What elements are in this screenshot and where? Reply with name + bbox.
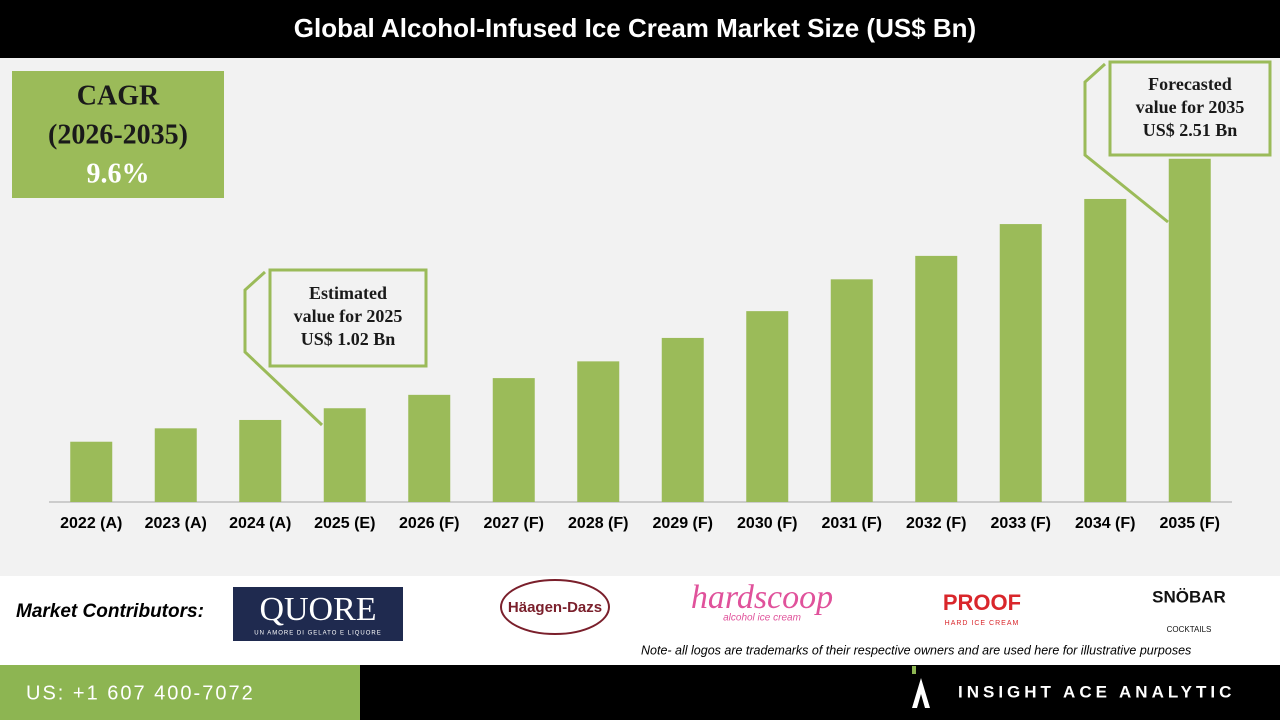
x-tick-label: 2023 (A)	[145, 515, 207, 532]
callout-text: Forecasted	[1148, 74, 1232, 94]
x-tick-label: 2024 (A)	[229, 515, 291, 532]
bar	[830, 279, 873, 502]
title-bar	[0, 0, 1280, 58]
callout-2035	[1083, 60, 1272, 224]
x-tick-label: 2031 (F)	[822, 515, 882, 532]
callout-text: Estimated	[309, 283, 387, 303]
cagr-box	[12, 71, 224, 198]
logo-tagline: alcohol ice cream	[723, 613, 801, 624]
bar	[239, 419, 282, 502]
cagr-value: 9.6%	[87, 158, 150, 189]
callout-pointer	[1083, 62, 1169, 224]
bar	[661, 337, 704, 502]
x-tick-label: 2030 (F)	[737, 515, 797, 532]
x-tick-label: 2022 (A)	[60, 515, 122, 532]
x-tick-label: 2033 (F)	[991, 515, 1051, 532]
x-tick-label: 2029 (F)	[653, 515, 713, 532]
logo-tagline: UN AMORE DI GELATO E LIQUORE	[254, 631, 381, 637]
brand-icon-accent	[912, 666, 916, 674]
chart-title: Global Alcohol-Infused Ice Cream Market …	[294, 13, 976, 43]
x-tick-label: 2034 (F)	[1075, 515, 1135, 532]
callout-pointer	[243, 270, 324, 427]
x-tick-label: 2028 (F)	[568, 515, 628, 532]
logo-tagline: COCKTAILS	[1167, 625, 1212, 634]
logo: SNÖBAR	[1152, 587, 1226, 606]
callout-text: US$ 1.02 Bn	[301, 329, 396, 349]
bar	[323, 408, 366, 502]
note: Note- all logos are trademarks of their …	[641, 643, 1191, 657]
logo: hardscoop	[691, 579, 833, 616]
x-tick-label: 2026 (F)	[399, 515, 459, 532]
brand: INSIGHT ACE ANALYTIC	[958, 682, 1235, 701]
bar	[154, 428, 197, 502]
cagr-label: CAGR	[77, 80, 160, 111]
contributors-label: Market Contributors:	[16, 601, 204, 622]
logo-oval	[500, 579, 610, 635]
callout-text: value for 2025	[294, 306, 403, 326]
contributors-strip	[0, 576, 1280, 665]
logo-bg	[233, 587, 403, 641]
phone: US: +1 607 400-7072	[26, 682, 255, 704]
brand-icon	[912, 678, 930, 708]
bar	[408, 394, 451, 502]
callout-box	[1108, 60, 1272, 157]
callout-text: US$ 2.51 Bn	[1143, 120, 1238, 140]
cagr-period: (2026-2035)	[48, 119, 188, 150]
bar	[70, 441, 113, 502]
logo: QUORE	[259, 591, 376, 628]
bar	[577, 361, 620, 502]
callout-text: value for 2035	[1136, 97, 1245, 117]
phone-bar	[0, 665, 360, 720]
bar	[1168, 158, 1211, 502]
bar	[915, 255, 958, 502]
logo: PROOF	[943, 590, 1021, 615]
x-tick-label: 2025 (E)	[314, 515, 375, 532]
bar	[999, 224, 1042, 503]
bar	[1084, 198, 1127, 502]
x-tick-label: 2035 (F)	[1160, 515, 1220, 532]
x-tick-label: 2032 (F)	[906, 515, 966, 532]
logo-tagline: HARD ICE CREAM	[945, 620, 1020, 627]
callout-box	[268, 268, 428, 368]
x-tick-label: 2027 (F)	[484, 515, 544, 532]
bar	[492, 378, 535, 502]
logo: Häagen-Dazs	[508, 599, 602, 616]
brand-bar	[360, 665, 1280, 720]
bar	[746, 311, 789, 502]
callout-2025	[243, 268, 428, 427]
